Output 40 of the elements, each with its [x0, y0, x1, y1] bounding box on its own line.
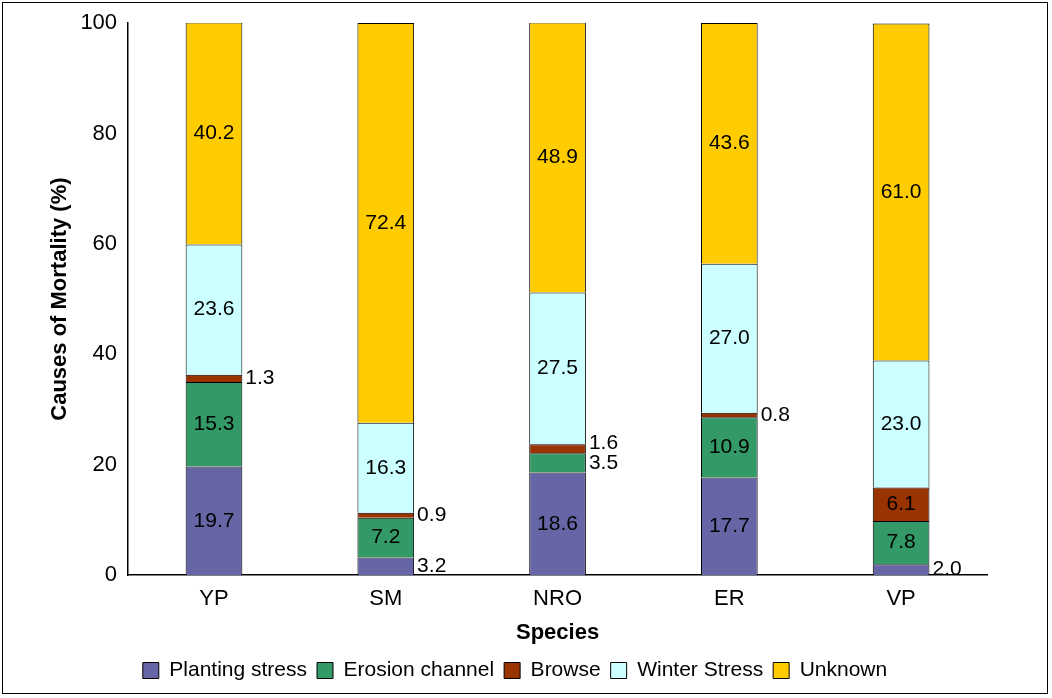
legend-label: Winter Stress — [637, 657, 764, 681]
data-label: 72.4 — [365, 209, 407, 233]
data-label: 7.2 — [371, 524, 401, 548]
y-tick-label: 40 — [92, 340, 118, 366]
y-axis-title: Causes of Mortality (%) — [46, 177, 72, 421]
y-tick-label: 60 — [92, 229, 118, 255]
data-label: 0.9 — [417, 502, 447, 526]
data-label: 23.0 — [880, 410, 922, 434]
data-label: 16.3 — [365, 454, 407, 478]
y-tick-label: 20 — [92, 450, 118, 476]
data-label: 27.5 — [537, 355, 578, 379]
x-tick-label: ER — [714, 585, 745, 611]
data-label: 6.1 — [886, 491, 916, 515]
data-label: 0.8 — [760, 401, 790, 425]
data-label: 10.9 — [708, 434, 750, 458]
data-label: 17.7 — [708, 513, 750, 537]
y-tick-label: 0 — [104, 561, 118, 587]
x-axis-title: Species — [515, 618, 600, 644]
data-label: 3.2 — [417, 553, 447, 577]
x-tick-label: YP — [199, 585, 229, 611]
data-label: 15.3 — [193, 410, 235, 434]
x-tick-label: SM — [369, 585, 403, 611]
legend-label: Unknown — [799, 657, 888, 681]
data-label: 19.7 — [193, 507, 235, 531]
x-tick-label: NRO — [533, 585, 582, 611]
y-tick-label: 100 — [80, 9, 118, 35]
data-label: 61.0 — [880, 178, 922, 202]
y-tick-label: 80 — [92, 119, 118, 145]
data-label: 27.0 — [708, 325, 750, 349]
legend-label: Planting stress — [169, 657, 308, 681]
data-label: 18.6 — [537, 510, 578, 534]
data-label: 23.6 — [193, 296, 235, 320]
data-label: 7.8 — [886, 529, 916, 553]
data-label: 48.9 — [537, 144, 578, 168]
data-label: 1.3 — [245, 365, 275, 389]
legend-label: Browse — [530, 657, 601, 681]
data-label: 40.2 — [193, 120, 235, 144]
data-label: 43.6 — [708, 130, 750, 154]
legend-label: Erosion channel — [343, 657, 495, 681]
x-tick-label: VP — [886, 585, 916, 611]
